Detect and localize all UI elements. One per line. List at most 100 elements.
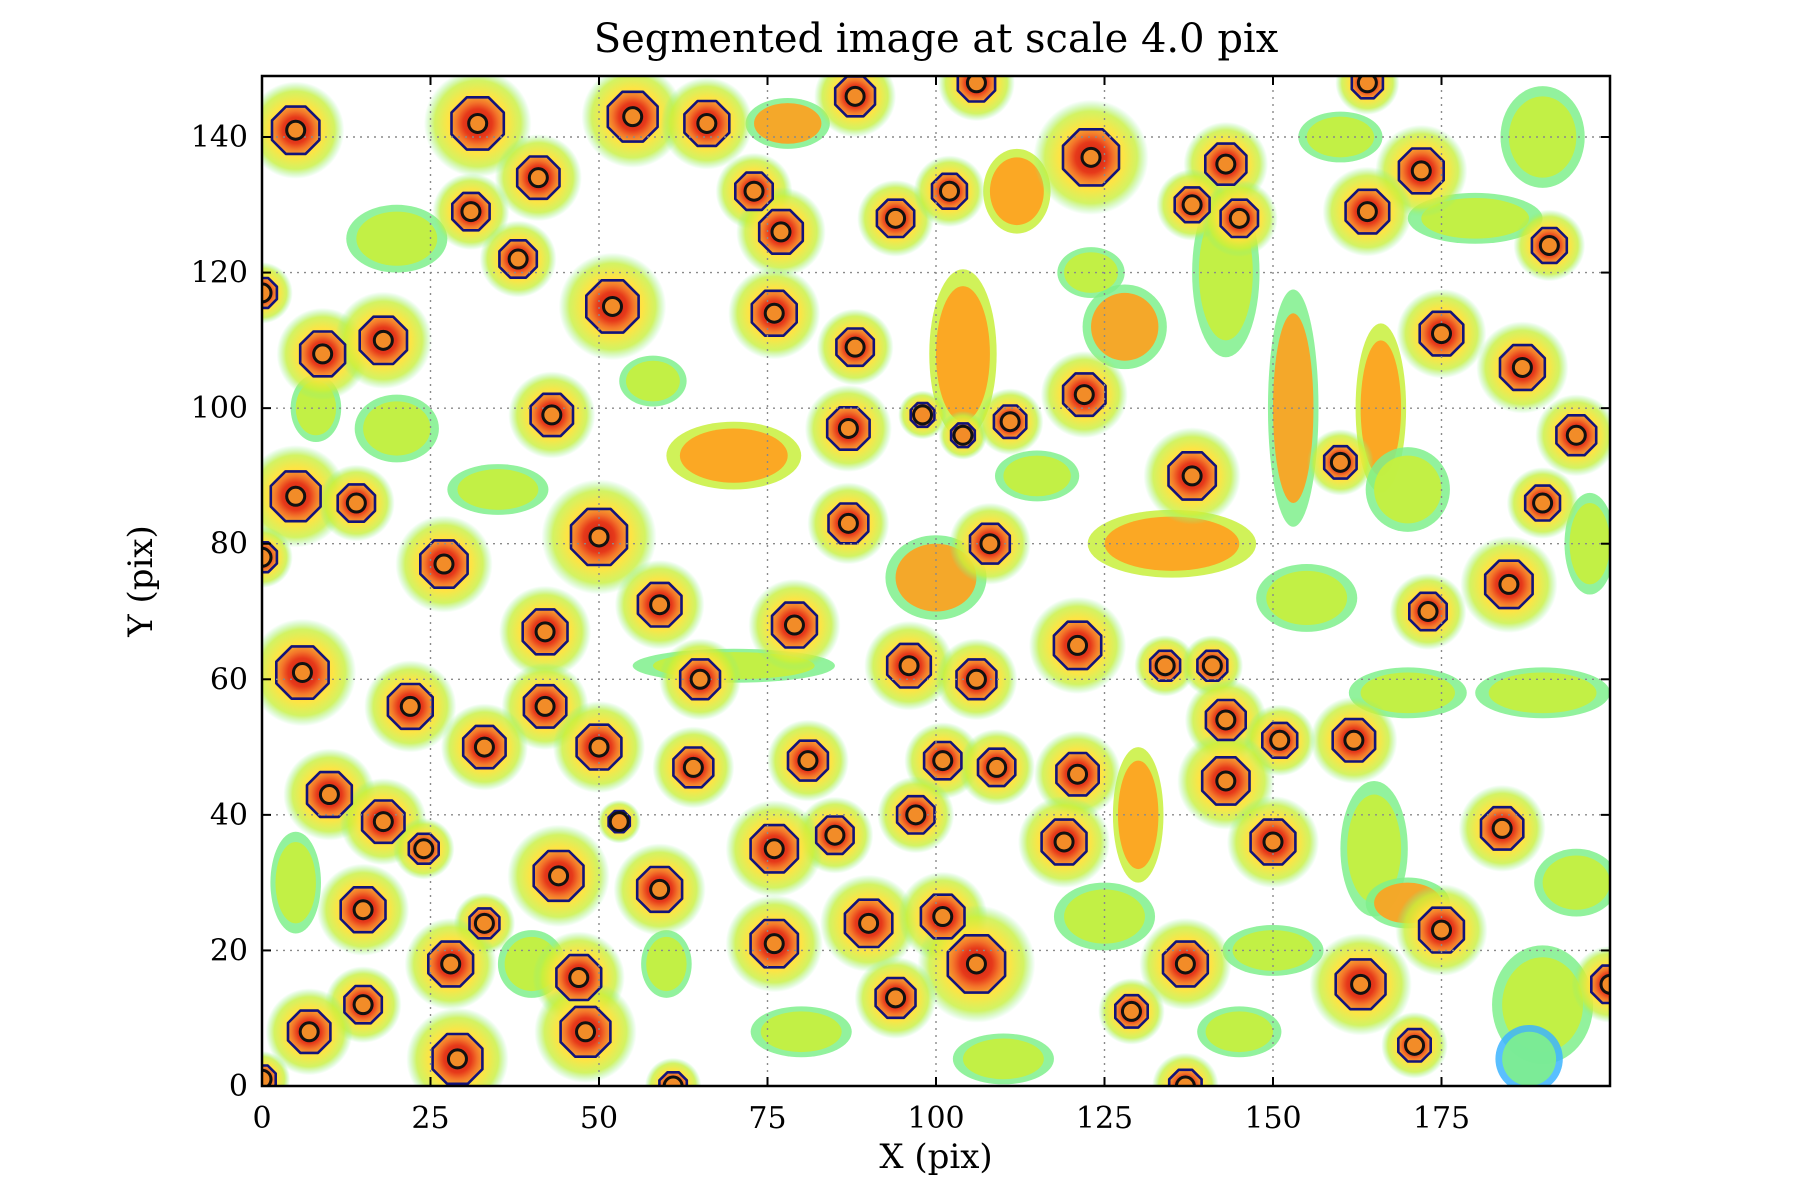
peak-marker [979,533,1001,555]
x-tick-label: 150 [1244,1101,1301,1136]
peak-marker [1073,384,1095,406]
peak-marker [1329,451,1351,473]
peak-marker [844,336,866,358]
peak-marker [460,201,482,223]
background-blob [1542,855,1610,910]
peak-marker [588,736,610,758]
y-tick-label: 100 [191,391,248,426]
peak-marker [1174,1075,1196,1086]
y-tick-label: 60 [210,662,248,697]
peak-marker [541,404,563,426]
peak-marker [1431,919,1452,941]
peak-marker [352,994,374,1016]
peak-marker [837,417,859,439]
peak-marker [352,899,374,921]
peak-marker [885,987,907,1009]
peak-marker [763,302,785,324]
y-tick-label: 120 [191,256,248,291]
background-blob [356,211,438,266]
peak-marker [1215,153,1237,175]
peak-marker [783,614,805,636]
peak-marker [1417,601,1439,623]
peak-marker [601,295,623,317]
peak-marker [473,736,495,758]
peak-marker [1120,1000,1142,1022]
peak-marker [568,967,590,989]
peak-marker [1538,234,1560,256]
y-tick-label: 140 [191,120,248,155]
peak-marker [1201,655,1223,677]
x-tick-label: 125 [1076,1101,1133,1136]
peak-marker [1228,207,1250,229]
background-blob [1064,252,1118,293]
y-axis-ticks: 0 20 40 60 80 100 120 140 [191,120,1610,1104]
peak-marker [952,424,974,446]
peak-marker [898,655,920,677]
peak-marker [534,621,556,643]
grid-layer [262,76,1610,1086]
background-blob [962,1038,1044,1080]
peak-marker [743,180,765,202]
peak-marker [649,878,671,900]
background-blob [1091,292,1159,361]
peak-marker [312,343,334,365]
peak-marker [1565,424,1587,446]
peak-marker [285,485,307,507]
peak-marker [965,953,987,975]
peak-marker [763,933,785,955]
y-tick-label: 80 [210,527,248,562]
peak-marker [1532,492,1554,514]
peak-marker [345,492,367,514]
background-blob [1205,1011,1274,1053]
peak-marker [507,248,529,270]
peak-marker [1498,573,1520,595]
peak-marker [1356,76,1378,94]
peak-marker [1053,831,1075,853]
peak-marker [291,662,313,684]
peak-marker [1410,160,1432,182]
peak-marker [548,865,570,887]
background-blob [1360,340,1402,476]
peak-marker [763,838,785,860]
peak-marker [575,1021,597,1043]
background-blob [457,469,539,510]
y-tick-label: 0 [229,1069,248,1104]
peak-marker [285,119,307,141]
peak-marker [1181,465,1203,487]
peak-marker [1181,194,1203,216]
background-blob [1232,930,1314,971]
background-blob [1003,455,1071,497]
background-blob [760,1011,842,1053]
peak-marker [446,1048,468,1070]
background-blob [1360,672,1455,714]
peak-marker [1067,634,1089,656]
peak-marker [298,1021,320,1043]
peak-marker [1174,953,1196,975]
background-blob [625,360,680,402]
chart-title: Segmented image at scale 4.0 pix [594,16,1279,62]
peak-marker [999,411,1021,433]
peak-marker [824,824,846,846]
background-blob [1273,313,1314,504]
peak-marker [1343,729,1365,751]
peak-marker [262,546,273,568]
x-axis-ticks: 0 25 50 75 100 125 150 175 [252,76,1470,1136]
peak-marker [1356,201,1378,223]
peak-marker [932,906,954,928]
peak-marker [912,404,934,426]
peak-marker [372,811,394,833]
peak-marker [1080,146,1102,168]
background-blob [1502,1031,1557,1086]
x-tick-label: 0 [252,1101,271,1136]
peak-marker [1511,356,1533,378]
background-blob [989,157,1044,226]
peak-marker [608,811,630,833]
peak-marker [413,838,435,860]
y-axis-label: Y (pix) [121,525,161,638]
x-tick-label: 25 [411,1101,449,1136]
background-blob [275,841,316,924]
peak-marker [689,668,711,690]
peak-marker [262,282,273,304]
peak-marker [1350,973,1372,995]
